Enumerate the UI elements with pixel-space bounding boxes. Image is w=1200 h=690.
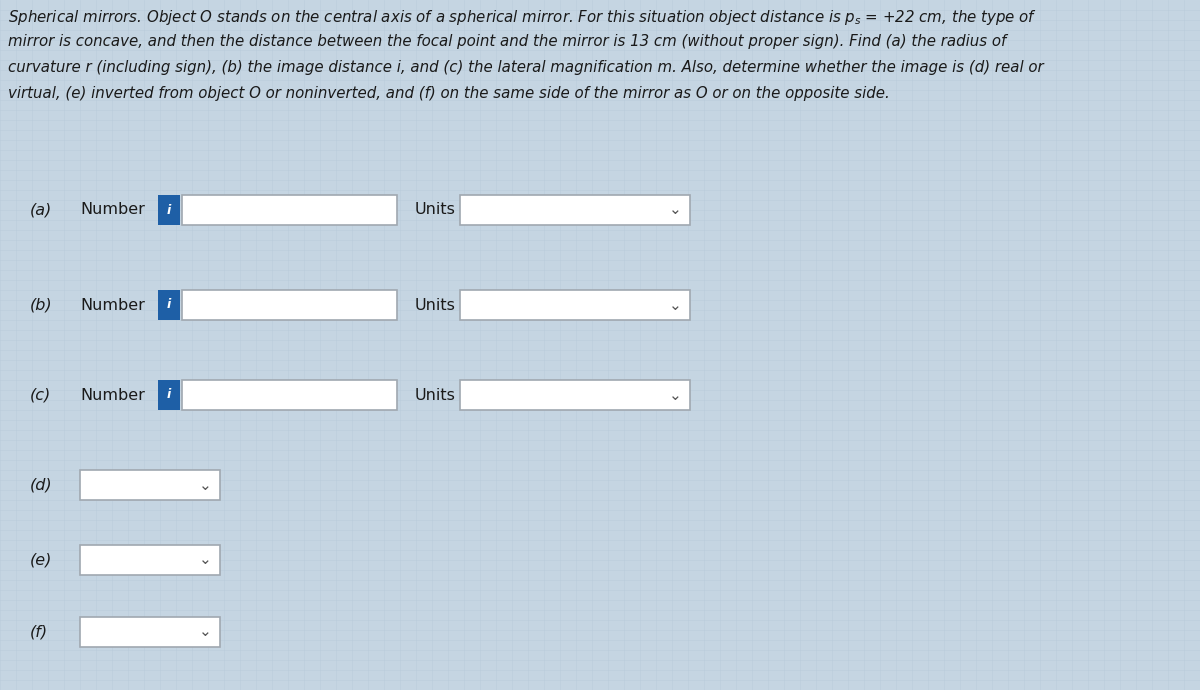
- Text: (f): (f): [30, 624, 48, 640]
- Text: Number: Number: [80, 202, 145, 217]
- Text: mirror is concave, and then the distance between the focal point and the mirror : mirror is concave, and then the distance…: [8, 34, 1007, 49]
- Text: ⌄: ⌄: [199, 553, 211, 567]
- FancyBboxPatch shape: [80, 617, 220, 647]
- Text: virtual, (e) inverted from object O or noninverted, and (f) on the same side of : virtual, (e) inverted from object O or n…: [8, 86, 889, 101]
- Text: ⌄: ⌄: [199, 624, 211, 640]
- FancyBboxPatch shape: [158, 195, 180, 225]
- FancyBboxPatch shape: [80, 470, 220, 500]
- FancyBboxPatch shape: [182, 380, 397, 410]
- Text: (d): (d): [30, 477, 53, 493]
- FancyBboxPatch shape: [460, 195, 690, 225]
- Text: (c): (c): [30, 388, 52, 402]
- Text: ⌄: ⌄: [199, 477, 211, 493]
- Text: (a): (a): [30, 202, 53, 217]
- Text: ⌄: ⌄: [668, 202, 682, 217]
- FancyBboxPatch shape: [460, 380, 690, 410]
- FancyBboxPatch shape: [460, 290, 690, 320]
- Text: Units: Units: [415, 388, 456, 402]
- Text: i: i: [167, 299, 172, 311]
- Text: ⌄: ⌄: [668, 297, 682, 313]
- Text: Number: Number: [80, 388, 145, 402]
- FancyBboxPatch shape: [158, 380, 180, 410]
- Text: (b): (b): [30, 297, 53, 313]
- FancyBboxPatch shape: [158, 290, 180, 320]
- Text: (e): (e): [30, 553, 53, 567]
- Text: Spherical mirrors. Object O stands on the central axis of a spherical mirror. Fo: Spherical mirrors. Object O stands on th…: [8, 8, 1037, 27]
- Text: ⌄: ⌄: [668, 388, 682, 402]
- Text: i: i: [167, 204, 172, 217]
- Text: Units: Units: [415, 202, 456, 217]
- Text: Number: Number: [80, 297, 145, 313]
- Text: i: i: [167, 388, 172, 402]
- Text: curvature r (including sign), (b) the image distance i, and (c) the lateral magn: curvature r (including sign), (b) the im…: [8, 60, 1044, 75]
- FancyBboxPatch shape: [182, 290, 397, 320]
- FancyBboxPatch shape: [182, 195, 397, 225]
- Text: Units: Units: [415, 297, 456, 313]
- FancyBboxPatch shape: [80, 545, 220, 575]
